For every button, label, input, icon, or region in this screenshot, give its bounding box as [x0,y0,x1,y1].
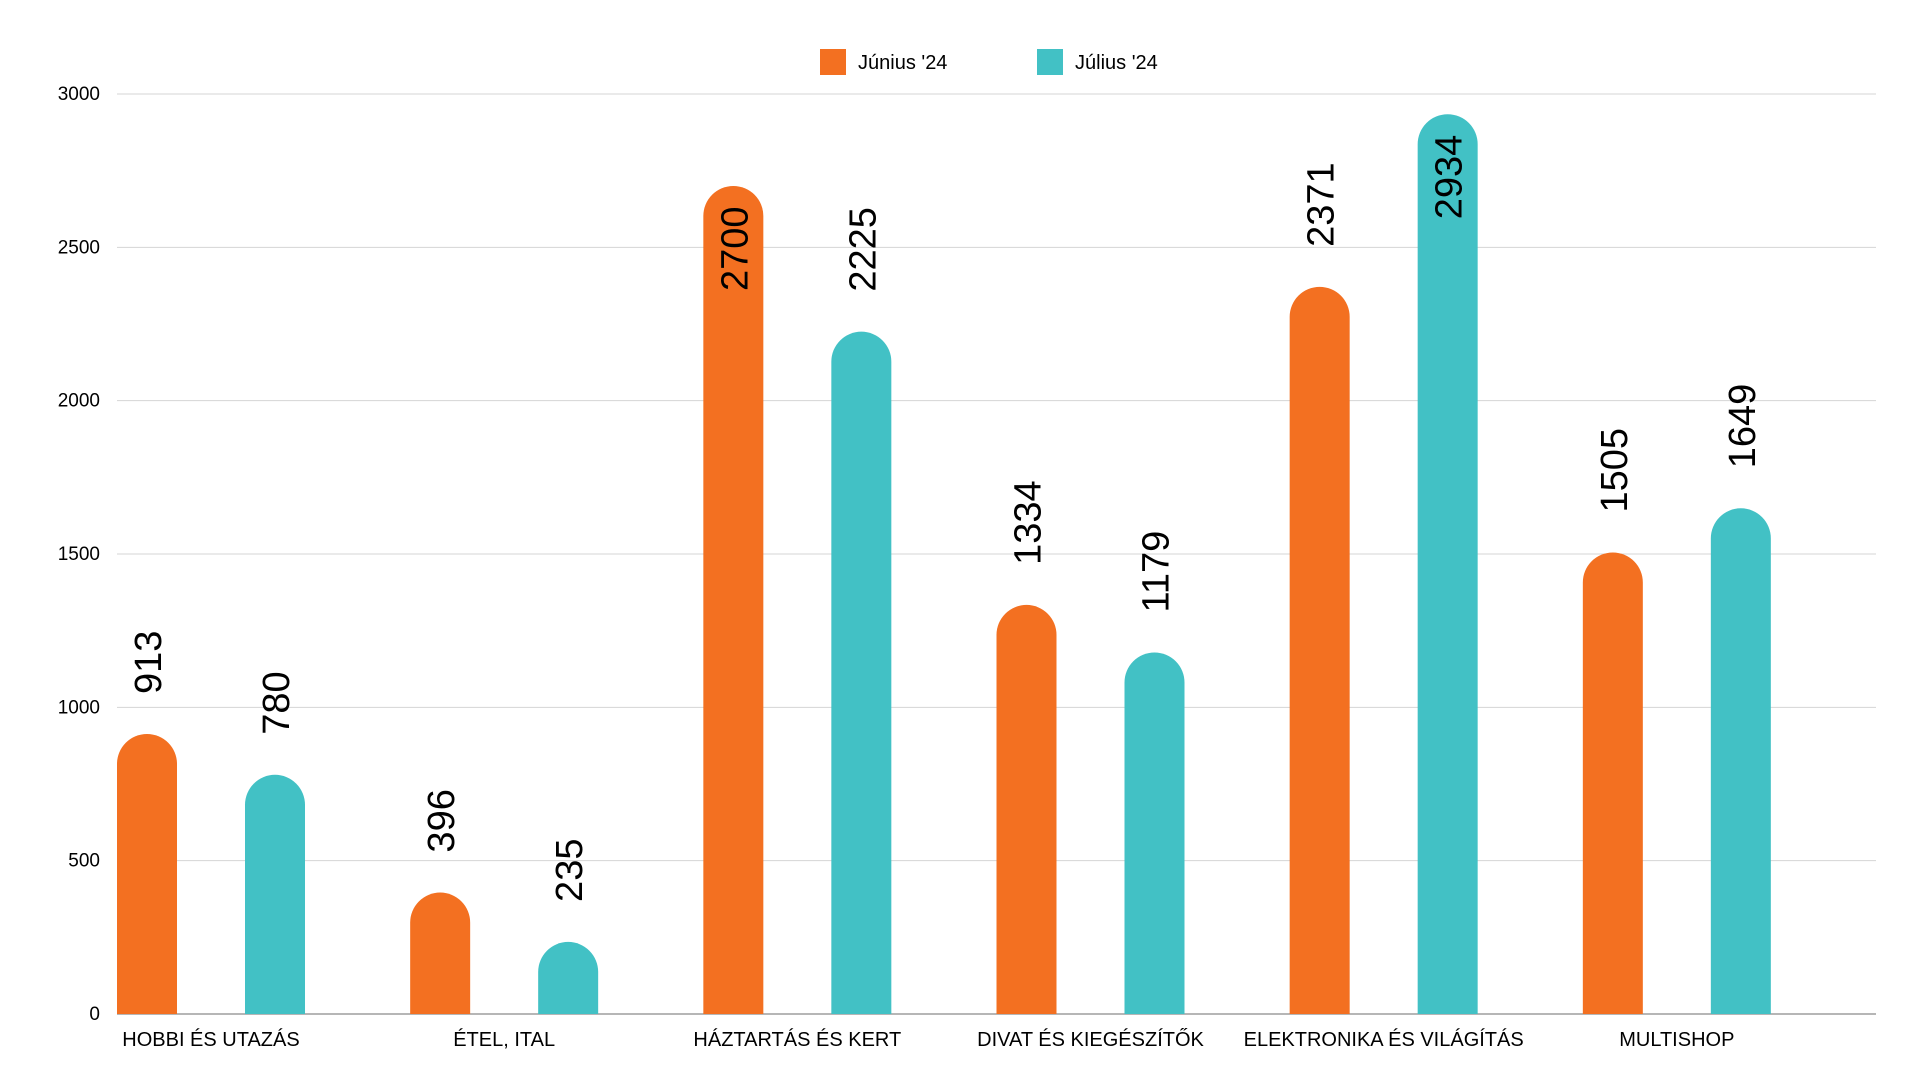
bar-july-3[interactable] [1124,652,1185,1014]
y-axis-ticks: 0 500 1000 1500 2000 2500 3000 [58,84,100,1025]
bar-july-1[interactable] [538,941,599,1014]
data-labels: 913 396 2700 1334 2371 1505 780 235 2225 1179 2934… [128,135,1764,902]
bar-june-0[interactable] [117,734,177,1014]
legend-swatch-june[interactable] [820,49,846,75]
data-label-june-5: 1505 [1594,428,1636,513]
x-tick-label: ÉTEL, ITAL [453,1028,555,1051]
legend[interactable]: Június '24 Július '24 [820,49,1158,75]
y-tick-label: 2000 [58,391,100,412]
data-label-june-4: 2371 [1301,162,1343,247]
legend-swatch-july[interactable] [1037,49,1063,75]
x-tick-label: HÁZTARTÁS ÉS KERT [693,1028,901,1051]
bar-june-4[interactable] [1289,286,1350,1014]
bar-june-5[interactable] [1582,552,1643,1014]
bar-july-5[interactable] [1710,508,1771,1014]
y-tick-label: 1500 [58,544,100,565]
legend-label-july[interactable]: Július '24 [1075,52,1158,74]
bar-july-0[interactable] [245,774,305,1014]
data-label-july-0: 780 [256,671,298,734]
data-label-july-5: 1649 [1722,384,1764,469]
x-axis-ticks: HOBBI ÉS UTAZÁS ÉTEL, ITAL HÁZTARTÁS ÉS KE… [122,1028,1734,1051]
data-label-june-1: 396 [421,789,463,852]
data-label-june-3: 1334 [1008,480,1050,565]
data-label-june-2: 2700 [714,206,756,291]
y-tick-label: 3000 [58,84,100,105]
bar-july-2[interactable] [831,331,892,1014]
legend-label-june[interactable]: Június '24 [858,52,947,74]
data-label-july-2: 2225 [842,207,884,292]
bar-july-4[interactable] [1417,114,1478,1015]
data-label-july-3: 1179 [1136,531,1178,613]
x-tick-label: DIVAT ÉS KIEGÉSZÍTŐK [977,1028,1204,1051]
bar-june-1[interactable] [410,892,471,1014]
data-label-june-0: 913 [128,631,170,694]
bar-june-2[interactable] [703,186,764,1015]
bar-june-3[interactable] [996,604,1057,1014]
data-label-july-4: 2934 [1429,135,1471,220]
x-tick-label: HOBBI ÉS UTAZÁS [122,1028,299,1051]
x-tick-label: ELEKTRONIKA ÉS VILÁGÍTÁS [1244,1028,1524,1051]
y-tick-label: 2500 [58,237,100,258]
x-tick-label: MULTISHOP [1619,1029,1734,1051]
bars [117,114,1771,1015]
y-tick-label: 0 [89,1004,100,1025]
y-tick-label: 1000 [58,697,100,718]
data-label-july-1: 235 [549,839,591,902]
y-tick-label: 500 [68,851,100,872]
